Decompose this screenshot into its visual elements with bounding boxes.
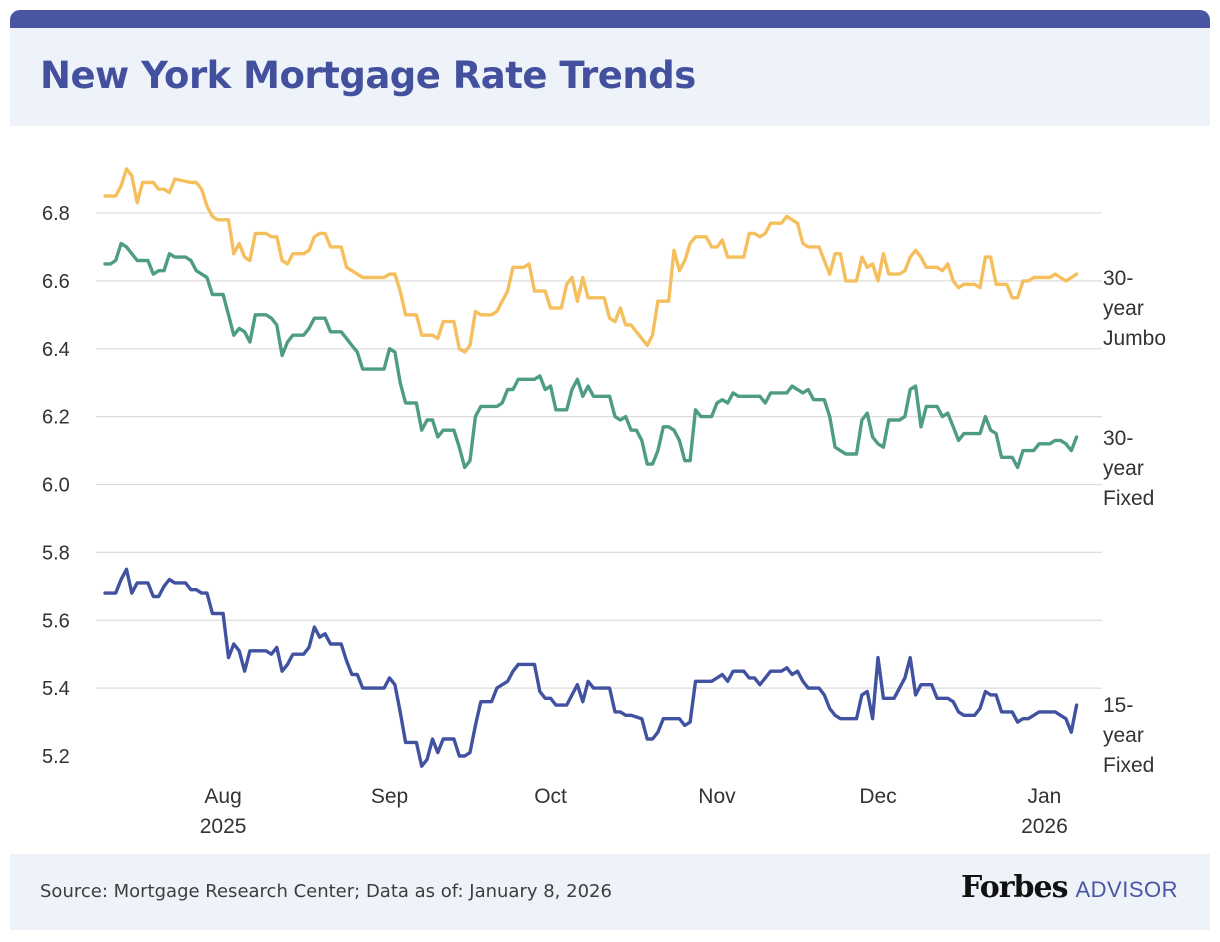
series-line-30-year-jumbo (103, 167, 1079, 354)
source-note: Source: Mortgage Research Center; Data a… (40, 881, 612, 902)
y-tick-label: 6.4 (42, 339, 70, 361)
brand-logo: Forbes ADVISOR (961, 870, 1178, 905)
y-tick-label: 6.8 (42, 203, 70, 225)
x-tick-label: Oct (534, 785, 567, 808)
series-label: Fixed (1103, 754, 1154, 777)
series-line-30-year-fixed (103, 241, 1079, 470)
x-tick-label: Jan (1027, 785, 1061, 808)
series-label: Jumbo (1103, 327, 1166, 350)
x-tick-label: 2025 (200, 815, 247, 838)
x-tick-label: Sep (371, 785, 408, 808)
y-tick-label: 5.8 (42, 542, 70, 564)
y-tick-label: 5.6 (42, 610, 70, 632)
series-label: 30- (1103, 267, 1133, 290)
x-tick-label: Dec (859, 785, 896, 808)
gridlines (96, 212, 1102, 689)
series-label: 30- (1103, 427, 1133, 450)
x-tick-label: 2026 (1021, 815, 1068, 838)
x-tick-label: Aug (204, 785, 241, 808)
series-line-15-year-fixed (103, 567, 1079, 768)
y-tick-label: 6.2 (42, 407, 70, 429)
footer: Source: Mortgage Research Center; Data a… (10, 854, 1210, 930)
series-lines (103, 167, 1079, 768)
y-tick-label: 6.0 (42, 475, 70, 497)
page-title: New York Mortgage Rate Trends (40, 54, 696, 97)
x-tick-label: Nov (698, 785, 736, 808)
header: New York Mortgage Rate Trends (10, 28, 1210, 126)
series-labels: 30- year Jumbo 30- year Fixed 15- year Fixed (1103, 267, 1166, 777)
y-tick-label: 5.4 (42, 678, 70, 700)
y-tick-label: 6.6 (42, 271, 70, 293)
series-label: year (1103, 457, 1144, 480)
y-axis-labels: 5.2 5.4 5.6 5.8 6.0 6.2 6.4 6.6 6.8 (42, 203, 70, 768)
top-accent-bar (10, 10, 1210, 30)
series-label: year (1103, 297, 1144, 320)
brand-sub: ADVISOR (1075, 877, 1178, 902)
series-label: year (1103, 724, 1144, 747)
y-tick-label: 5.2 (42, 746, 70, 768)
series-label: 15- (1103, 694, 1133, 717)
series-label: Fixed (1103, 487, 1154, 510)
brand-name: Forbes (961, 870, 1068, 905)
x-axis-labels: Aug 2025 Sep Oct Nov Dec Jan 2026 (200, 785, 1068, 838)
